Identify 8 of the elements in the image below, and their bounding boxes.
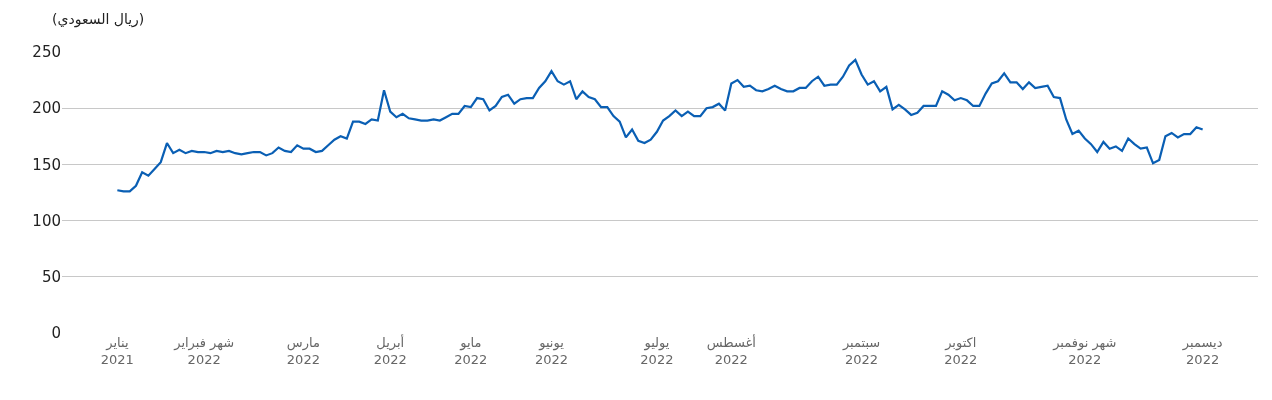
- y-tick-label: 250: [32, 43, 61, 62]
- y-tick-label: 100: [32, 211, 61, 230]
- y-tick-label: 0: [51, 324, 61, 343]
- y-tick-label: 200: [32, 99, 61, 118]
- y-tick-label: 50: [41, 268, 61, 287]
- y-tick-label: 150: [32, 155, 61, 174]
- y-axis-title: (ريال السعودي): [52, 11, 145, 28]
- line-series: [116, 58, 1204, 193]
